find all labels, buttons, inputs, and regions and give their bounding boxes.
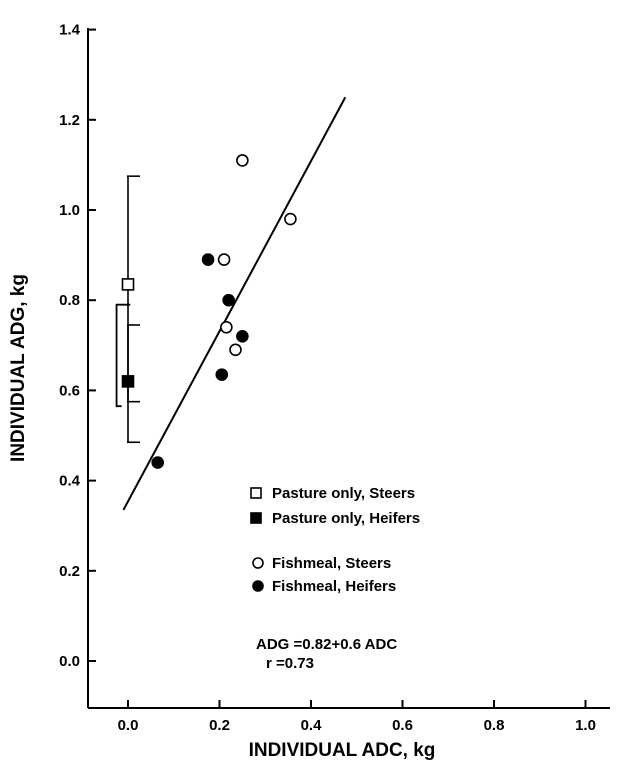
- x-tick-label: 0.8: [484, 717, 505, 734]
- data-point-fishmeal-steers: [220, 320, 233, 334]
- data-point-fishmeal-heifers: [215, 368, 229, 381]
- legend-marker-fishmeal-heifers: [252, 580, 264, 592]
- y-tick-label: 1.2: [59, 112, 80, 129]
- x-tick-label: 0.6: [392, 717, 413, 734]
- data-point-pasture-steers: [121, 278, 135, 291]
- legend-label-pasture-steers: Pasture only, Steers: [272, 485, 415, 502]
- y-axis-title: INDIVIDUAL ADG, kg: [8, 274, 29, 462]
- legend-label-pasture-heifers: Pasture only, Heifers: [272, 510, 420, 527]
- legend: Pasture only, Steers Pasture only, Heife…: [250, 485, 420, 595]
- legend-marker-pasture-steers: [250, 487, 262, 499]
- legend-label-fishmeal-steers: Fishmeal, Steers: [272, 555, 391, 572]
- data-point-fishmeal-steers: [229, 343, 242, 357]
- x-axis-title: INDIVIDUAL ADC, kg: [249, 740, 436, 761]
- data-point-fishmeal-heifers: [151, 456, 165, 469]
- data-point-fishmeal-steers: [284, 212, 297, 226]
- legend-marker-pasture-heifers: [250, 512, 262, 524]
- x-tick-label: 0.4: [301, 717, 323, 734]
- y-tick-label: 0.2: [59, 563, 80, 580]
- data-point-fishmeal-steers: [217, 253, 231, 266]
- y-tick-label: 1.0: [59, 202, 80, 219]
- y-tick-label: 0.6: [59, 382, 80, 399]
- y-tick-label: 1.4: [59, 22, 81, 39]
- y-tick-label: 0.8: [59, 292, 80, 309]
- data-point-fishmeal-heifers: [236, 329, 249, 343]
- y-tick-label: 0.0: [59, 653, 80, 670]
- x-tick-label: 0.2: [209, 717, 230, 734]
- data-point-pasture-heifers: [121, 375, 135, 388]
- ticks: 0.0 0.2 0.4 0.6 0.8 1.0 0.0 0.2 0.4 0.6 0.8 1.0 1.2 1…: [59, 22, 596, 734]
- pooled-sd-bracket: [115, 303, 131, 408]
- data-point-fishmeal-steers: [236, 154, 249, 167]
- data-point-fishmeal-heifers: [222, 293, 235, 307]
- axes: [87, 28, 610, 709]
- x-tick-label: 1.0: [575, 717, 596, 734]
- legend-marker-fishmeal-steers: [252, 557, 264, 569]
- data-point-fishmeal-heifers: [201, 253, 215, 266]
- regression-equation: ADG =0.82+0.6 ADC: [256, 636, 397, 653]
- data-marks: [115, 96, 347, 511]
- legend-label-fishmeal-heifers: Fishmeal, Heifers: [272, 578, 396, 595]
- y-tick-label: 0.4: [59, 473, 81, 490]
- regression-line: [122, 96, 347, 511]
- x-tick-label: 0.0: [118, 717, 139, 734]
- correlation-coefficient: r =0.73: [266, 655, 314, 672]
